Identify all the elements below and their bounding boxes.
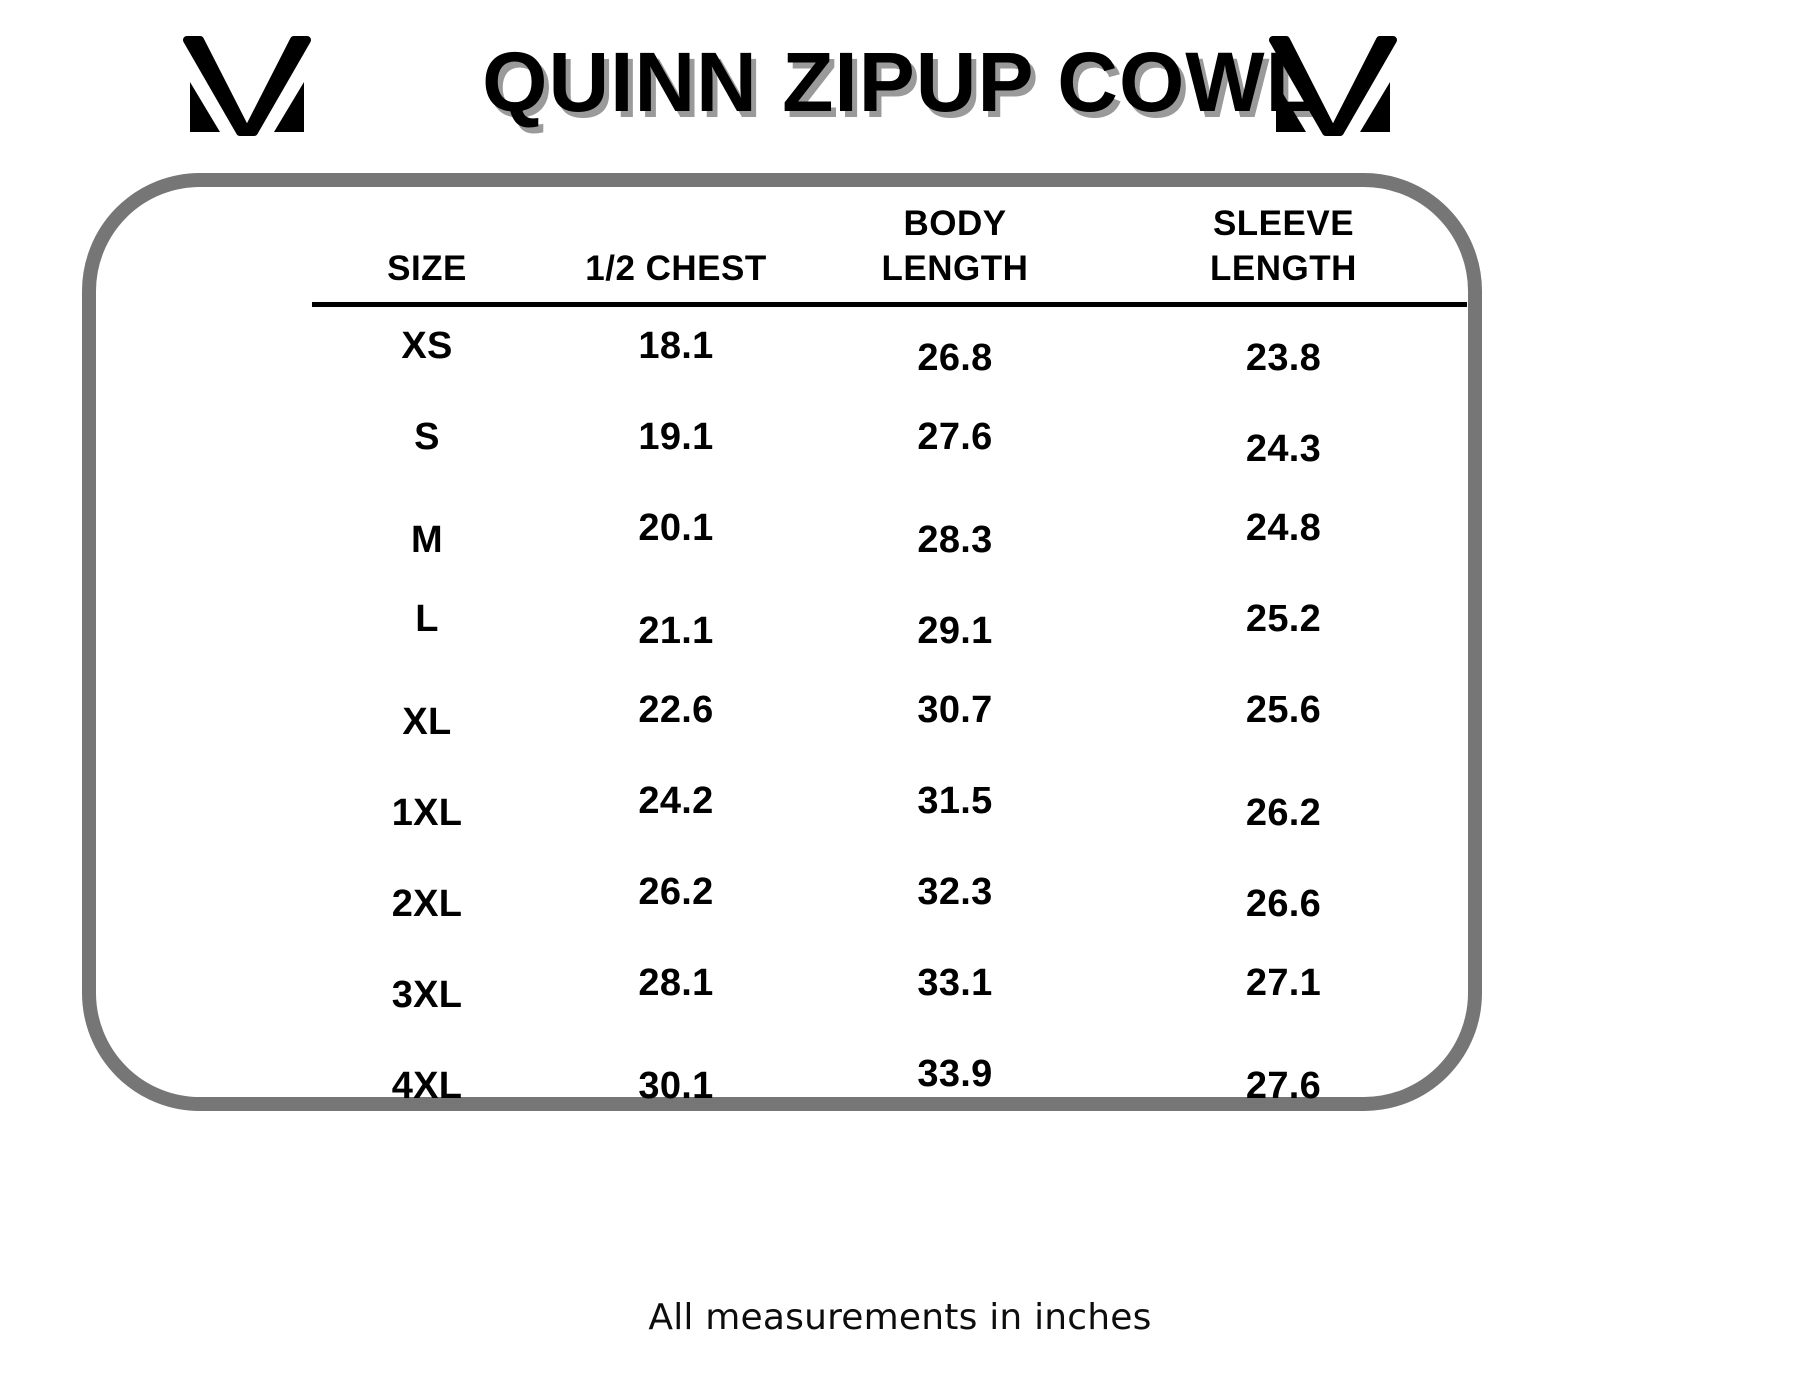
cell-body: 32.3 <box>917 871 993 913</box>
cell-chest: 21.1 <box>638 610 714 652</box>
size-chart-frame <box>82 173 1482 1111</box>
page-header: QUINN ZIPUP COWL <box>0 0 1800 160</box>
cell-body: 30.7 <box>917 689 993 731</box>
cell-size: S <box>414 416 440 458</box>
cell-sleeve: 26.2 <box>1245 792 1322 834</box>
brand-logo-m-right-icon <box>1268 36 1398 136</box>
cell-body: 33.9 <box>917 1053 993 1095</box>
cell-size: 1XL <box>391 792 463 834</box>
cell-size: XS <box>401 325 453 367</box>
table-row: 2XL 26.2 32.3 26.6 <box>312 853 1467 944</box>
cell-sleeve: 27.6 <box>1245 1065 1322 1107</box>
cell-sleeve: 24.3 <box>1245 428 1322 470</box>
table-row: S 19.1 27.6 24.3 <box>312 398 1467 489</box>
cell-body: 27.6 <box>917 416 993 458</box>
cell-size: M <box>411 519 443 561</box>
cell-chest: 28.1 <box>638 962 714 1004</box>
brand-logo-m-left-icon <box>182 36 312 136</box>
column-header-sleeve-length: SLEEVE LENGTH <box>1100 196 1467 307</box>
cell-chest: 22.6 <box>638 689 714 731</box>
cell-body: 33.1 <box>917 962 993 1004</box>
cell-body: 28.3 <box>917 519 993 561</box>
cell-size: 4XL <box>391 1065 463 1107</box>
cell-size: 2XL <box>391 883 463 925</box>
table-row: 1XL 24.2 31.5 26.2 <box>312 762 1467 853</box>
cell-chest: 19.1 <box>638 416 714 458</box>
table-header-row: SIZE 1/2 CHEST BODY LENGTH SLEEVE LENGTH <box>312 196 1467 307</box>
cell-sleeve: 25.2 <box>1245 598 1322 640</box>
table-row: L 21.1 29.1 25.2 <box>312 580 1467 671</box>
cell-sleeve: 27.1 <box>1245 962 1322 1004</box>
table-row: 4XL 30.1 33.9 27.6 <box>312 1035 1467 1126</box>
cell-body: 29.1 <box>917 610 993 652</box>
cell-chest: 20.1 <box>638 507 714 549</box>
cell-body: 26.8 <box>917 337 993 379</box>
cell-chest: 30.1 <box>638 1065 714 1107</box>
column-header-body-length: BODY LENGTH <box>810 196 1100 307</box>
column-header-chest: 1/2 CHEST <box>542 196 810 307</box>
cell-sleeve: 25.6 <box>1245 689 1322 731</box>
table-row: M 20.1 28.3 24.8 <box>312 489 1467 580</box>
cell-sleeve: 23.8 <box>1245 337 1322 379</box>
cell-sleeve: 26.6 <box>1245 883 1322 925</box>
cell-size: XL <box>402 701 452 743</box>
cell-size: L <box>415 598 439 640</box>
cell-body: 31.5 <box>917 780 993 822</box>
page-title: QUINN ZIPUP COWL <box>482 35 1318 129</box>
measurement-units-note: All measurements in inches <box>648 1297 1152 1338</box>
table-row: XS 18.1 26.8 23.8 <box>312 305 1467 399</box>
column-header-size: SIZE <box>312 196 542 307</box>
size-chart-table: SIZE 1/2 CHEST BODY LENGTH SLEEVE LENGTH… <box>312 196 1467 1126</box>
size-chart-table-wrapper: SIZE 1/2 CHEST BODY LENGTH SLEEVE LENGTH… <box>312 196 1467 1107</box>
table-row: XL 22.6 30.7 25.6 <box>312 671 1467 762</box>
cell-chest: 18.1 <box>638 325 714 367</box>
table-row: 3XL 28.1 33.1 27.1 <box>312 944 1467 1035</box>
cell-sleeve: 24.8 <box>1245 507 1322 549</box>
cell-size: 3XL <box>391 974 463 1016</box>
cell-chest: 24.2 <box>638 780 714 822</box>
cell-chest: 26.2 <box>638 871 714 913</box>
